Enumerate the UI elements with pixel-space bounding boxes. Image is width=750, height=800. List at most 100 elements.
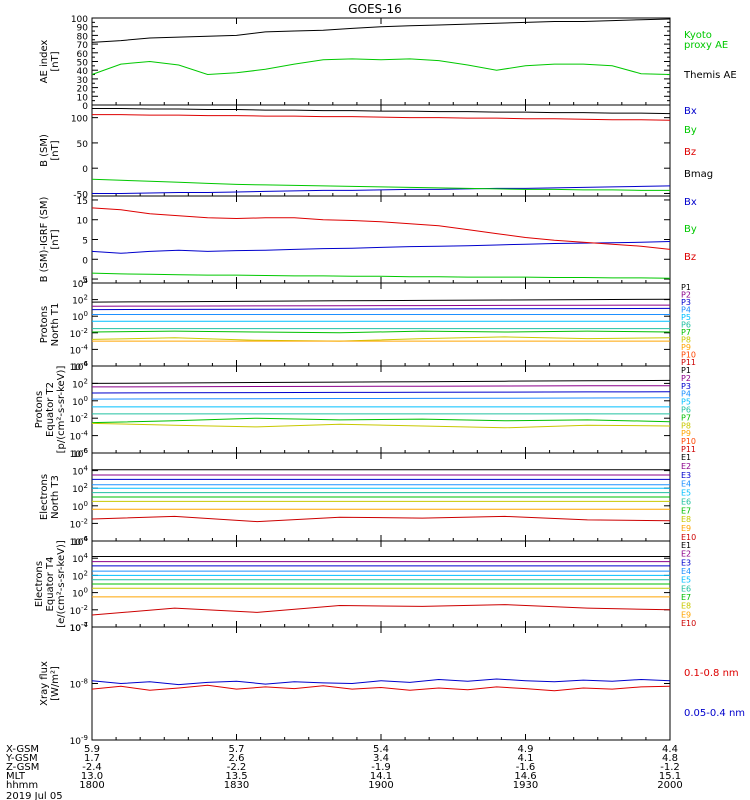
legend-entry: P8: [681, 421, 691, 430]
y-axis-label: [nT]: [50, 51, 61, 71]
plot-title: GOES-16: [348, 2, 402, 16]
y-tick-label: 10-2: [70, 412, 88, 425]
legend-entry: P11: [681, 445, 696, 454]
y-tick-label: 10-2: [70, 604, 88, 617]
legend-entry: E8: [681, 515, 691, 524]
footer-value: 1.7: [84, 753, 100, 764]
y-axis-label: Protons: [39, 306, 50, 343]
y-tick-label: 10-4: [70, 430, 89, 443]
legend-entry: Bz: [684, 147, 696, 158]
legend-entry: E2: [681, 462, 691, 471]
legend-entry: E10: [681, 619, 696, 628]
y-tick-label: 40: [77, 67, 89, 77]
legend-entry: P4: [681, 390, 691, 399]
legend-entry: 0.05-0.4 nm: [684, 708, 745, 719]
series-line-p4: [91, 397, 671, 400]
legend-entry: Bx: [684, 197, 697, 208]
legend-entry: E2: [681, 550, 691, 559]
y-tick-label: 100: [72, 500, 88, 513]
footer-value: 1800: [79, 780, 104, 791]
y-tick-label: -50: [73, 190, 88, 200]
legend-entry: E9: [681, 610, 691, 619]
series-line-bz: [91, 207, 671, 250]
y-tick-label: 50: [77, 59, 89, 69]
footer-value: -2.4: [82, 762, 102, 773]
footer-value: 13.0: [81, 771, 103, 782]
legend-entry: P9: [681, 343, 691, 352]
y-tick-label: 104: [72, 552, 88, 565]
footer-row-label: hhmm: [6, 780, 38, 791]
y-axis-label: [W/m²]: [50, 666, 61, 701]
legend-entry: By: [684, 224, 697, 235]
legend-entry: E5: [681, 576, 691, 585]
legend-entry: E6: [681, 497, 691, 506]
y-tick-label: 106: [72, 447, 88, 460]
y-tick-label: 10-4: [70, 535, 89, 548]
legend-entry: P5: [681, 313, 691, 322]
y-tick-label: 10-6: [70, 447, 89, 460]
legend-entry: P6: [681, 321, 691, 330]
series-line-by: [91, 272, 671, 279]
y-tick-label: 0: [82, 165, 88, 175]
legend-entry: P4: [681, 306, 691, 315]
series-line-0-05-0-4-nm: [91, 678, 671, 686]
legend-entry: P5: [681, 398, 691, 407]
legend-entry: P6: [681, 406, 691, 415]
y-tick-label: 50: [77, 140, 89, 150]
y-tick-label: 10-6: [70, 360, 89, 373]
series-line-p8: [91, 336, 671, 342]
footer-value: 3.4: [373, 753, 389, 764]
legend-entry: Bx: [684, 106, 697, 117]
legend-entry: P7: [681, 328, 691, 337]
y-axis-label: [nT]: [50, 229, 61, 249]
series-line-p3: [91, 391, 671, 394]
legend-entry: E8: [681, 602, 691, 611]
panel-5: 10-6 10-4 10-2 100 102 104 Protons Equator T2 [p…: [34, 360, 696, 460]
legend-entry: P11: [681, 358, 696, 367]
y-tick-label: 106: [72, 535, 88, 548]
series-line-bx: [92, 185, 671, 194]
y-tick-label: 102: [72, 377, 88, 390]
footer-row-label: X-GSM: [6, 744, 39, 755]
legend-entry: P2: [681, 291, 691, 300]
series-line-kyoto-proxy-ae: [91, 58, 671, 76]
series-line-bmag: [92, 108, 671, 115]
y-tick-label: 10-4: [70, 621, 89, 634]
legend-entry: E10: [681, 533, 696, 542]
y-tick-label: 104: [72, 277, 88, 290]
series-line-by: [91, 178, 670, 191]
legend-entry: P8: [681, 336, 691, 345]
series-line-bz: [92, 114, 671, 121]
y-axis-label: Xray flux: [39, 661, 50, 706]
series-line-p7: [91, 330, 671, 334]
y-tick-label: 20: [77, 85, 89, 95]
legend-entry: E4: [681, 567, 691, 576]
panel-frame: [91, 17, 671, 106]
panel-frame: [91, 365, 671, 454]
legend-entry: P10: [681, 351, 696, 360]
y-tick-label: 104: [72, 465, 88, 478]
footer-row-label: Z-GSM: [6, 762, 39, 773]
y-tick-label: 102: [72, 482, 88, 495]
legend-entry: Bz: [684, 252, 696, 263]
footer-value: 2000: [657, 780, 682, 791]
y-tick-label: 10-7: [70, 621, 88, 634]
y-tick-label: 80: [77, 32, 89, 42]
panel-8: 10-9 10-8 10-7 Xray flux [W/m²] 0.1-0.8 nm 0.0…: [39, 621, 745, 747]
footer-value: 4.1: [518, 753, 534, 764]
y-tick-label: 100: [72, 310, 88, 323]
series-line-bx: [91, 241, 671, 254]
legend-entry: Kyoto: [684, 30, 712, 41]
footer-value: 14.1: [370, 771, 392, 782]
footer-row-label: MLT: [6, 771, 26, 782]
y-tick-label: 10: [77, 93, 89, 103]
y-tick-label: 100: [72, 587, 88, 600]
legend-entry: E1: [681, 453, 691, 462]
y-tick-label: 10-9: [70, 734, 88, 747]
y-tick-label: 10-8: [70, 678, 88, 691]
footer-value: -1.2: [660, 762, 680, 773]
footer-value: -1.6: [516, 762, 536, 773]
